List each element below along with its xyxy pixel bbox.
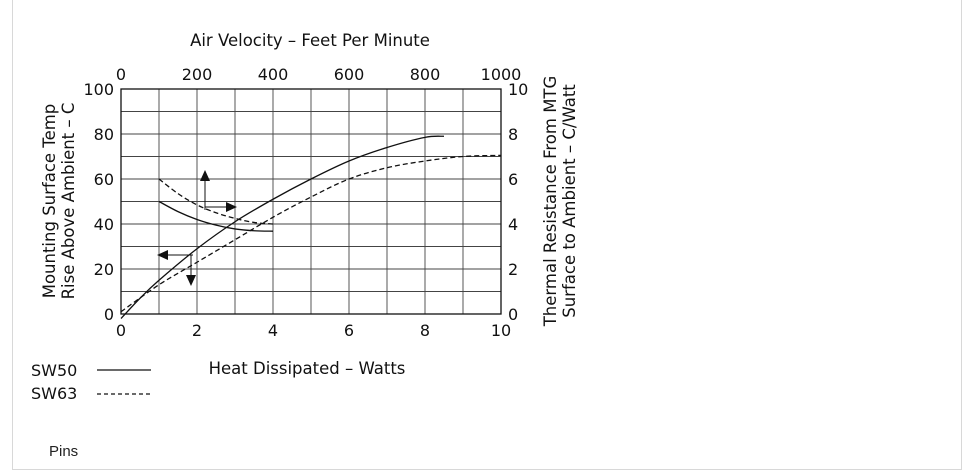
figure-caption: Pins <box>49 443 79 460</box>
arrow-right-head <box>226 202 237 212</box>
bottom-tick-label: 2 <box>192 321 202 340</box>
legend-label-sw50: SW50 <box>31 361 77 380</box>
right-axis-label-line1: Thermal Resistance From MTG <box>541 76 560 328</box>
top-tick-label: 800 <box>410 65 441 84</box>
arrow-down-head <box>186 275 196 286</box>
right-axis-ticks: 0 2 4 6 8 10 <box>508 80 528 324</box>
right-tick-label: 6 <box>508 170 518 189</box>
left-tick-label: 40 <box>94 215 114 234</box>
right-tick-label: 10 <box>508 80 528 99</box>
top-tick-label: 400 <box>258 65 289 84</box>
top-axis-ticks: 0 200 400 600 800 1000 <box>116 65 521 84</box>
left-axis-ticks: 0 20 40 60 80 100 <box>83 80 114 324</box>
legend: SW50 SW63 <box>31 361 151 403</box>
top-tick-label: 600 <box>334 65 365 84</box>
left-tick-label: 80 <box>94 125 114 144</box>
left-tick-label: 20 <box>94 260 114 279</box>
plot-frame <box>120 88 502 315</box>
bottom-tick-label: 10 <box>491 321 511 340</box>
series-line-sw50-temperature-rise <box>120 135 445 319</box>
legend-label-sw63: SW63 <box>31 384 77 403</box>
left-tick-label: 100 <box>83 80 114 99</box>
left-axis-label-line2: Rise Above Ambient – C <box>59 103 78 300</box>
series-line-sw50-thermal-resistance <box>158 200 274 232</box>
bottom-tick-label: 6 <box>344 321 354 340</box>
bottom-axis-label: Heat Dissipated – Watts <box>209 359 406 378</box>
top-tick-label: 1000 <box>481 65 522 84</box>
chart-grid <box>121 89 501 314</box>
series-layer <box>120 135 502 319</box>
series-line-sw63-thermal-resistance <box>158 178 274 225</box>
bottom-axis-ticks: 0 2 4 6 8 10 <box>116 321 511 340</box>
right-tick-label: 2 <box>508 260 518 279</box>
top-axis-label: Air Velocity – Feet Per Minute <box>190 31 430 50</box>
right-tick-label: 4 <box>508 215 518 234</box>
series-line-sw63-temperature-rise <box>120 154 502 313</box>
arrow-up-head <box>200 170 210 181</box>
right-tick-label: 0 <box>508 305 518 324</box>
top-tick-label: 0 <box>116 65 126 84</box>
bottom-tick-label: 0 <box>116 321 126 340</box>
left-tick-label: 0 <box>104 305 114 324</box>
arrow-left-head <box>157 250 168 260</box>
bottom-tick-label: 4 <box>268 321 278 340</box>
right-tick-label: 8 <box>508 125 518 144</box>
axis-indicator-arrows <box>157 170 237 286</box>
bottom-tick-label: 8 <box>420 321 430 340</box>
left-axis-label-line1: Mounting Surface Temp <box>40 104 59 299</box>
top-tick-label: 200 <box>182 65 213 84</box>
figure-card: 0 200 400 600 800 1000 0 2 4 6 8 10 0 20 40 60 80 100 0… <box>12 0 962 470</box>
right-axis-label-line2: Surface to Ambient – C/Watt <box>560 84 579 318</box>
left-tick-label: 60 <box>94 170 114 189</box>
